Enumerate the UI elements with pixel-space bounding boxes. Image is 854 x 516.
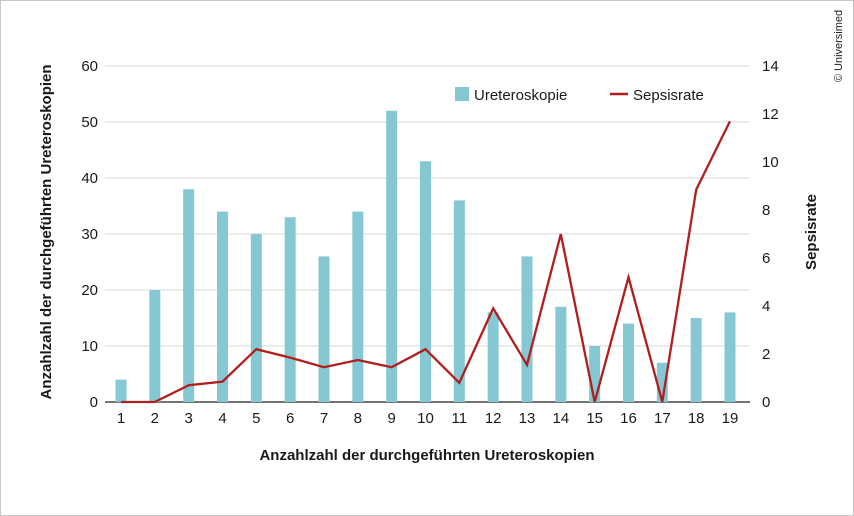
left-y-tick-label: 20 xyxy=(81,282,98,299)
bar xyxy=(217,211,228,402)
right-y-tick-label: 0 xyxy=(762,394,770,411)
bar xyxy=(386,110,398,403)
bar xyxy=(115,379,127,402)
bar xyxy=(183,189,195,402)
bar xyxy=(149,290,161,402)
x-tick-label: 13 xyxy=(519,410,536,427)
bar xyxy=(521,256,533,402)
right-y-tick-label: 10 xyxy=(762,154,779,171)
x-tick-label: 11 xyxy=(452,410,468,427)
x-tick-label: 10 xyxy=(417,410,434,427)
left-y-tick-label: 50 xyxy=(81,114,98,131)
right-y-tick-label: 2 xyxy=(762,346,770,363)
left-y-tick-label: 10 xyxy=(81,338,98,355)
x-tick-label: 1 xyxy=(117,410,125,427)
left-y-tick-label: 0 xyxy=(90,394,98,411)
copyright-notice: © Universimed xyxy=(833,10,845,82)
x-tick-label: 9 xyxy=(387,410,395,427)
x-tick-label: 19 xyxy=(722,410,739,427)
legend-bar-swatch xyxy=(455,87,469,101)
x-tick-label: 4 xyxy=(218,410,226,427)
bar xyxy=(420,161,431,402)
x-tick-label: 8 xyxy=(354,410,362,427)
x-tick-label: 7 xyxy=(320,410,328,427)
x-tick-label: 18 xyxy=(688,410,705,427)
right-y-axis-title: Sepsisrate xyxy=(803,194,820,270)
x-tick-label: 14 xyxy=(552,410,569,427)
right-y-tick-label: 4 xyxy=(762,298,770,315)
bar xyxy=(250,234,262,402)
x-tick-label: 15 xyxy=(586,410,603,427)
x-tick-label: 16 xyxy=(620,410,637,427)
line-series xyxy=(121,120,732,404)
right-y-tick-label: 6 xyxy=(762,250,770,267)
bar xyxy=(656,362,668,402)
right-y-tick-label: 8 xyxy=(762,202,770,219)
bar xyxy=(623,323,634,402)
x-tick-label: 6 xyxy=(286,410,294,427)
legend-bar-label: Ureteroskopie xyxy=(474,87,567,104)
bar xyxy=(724,312,736,402)
bar xyxy=(453,200,465,402)
right-y-tick-label: 12 xyxy=(762,106,779,123)
bar xyxy=(487,312,499,402)
left-y-axis-title: Anzahlzahl der durchgeführten Ureterosko… xyxy=(38,64,55,399)
x-tick-labels: 1 2 3 4 5 6 7 8 9 10 11 12 13 14 15 16 17 18 19 xyxy=(117,410,739,427)
bar xyxy=(690,318,702,402)
bar-series xyxy=(115,110,736,403)
x-tick-label: 5 xyxy=(252,410,260,427)
x-tick-label: 17 xyxy=(654,410,671,427)
left-y-tick-label: 30 xyxy=(81,226,98,243)
bar xyxy=(589,346,601,402)
bar xyxy=(318,256,330,402)
left-y-tick-label: 60 xyxy=(81,58,98,75)
left-y-tick-labels: 0 10 20 30 40 50 60 xyxy=(81,58,98,411)
x-tick-label: 2 xyxy=(151,410,159,427)
bar xyxy=(284,217,296,402)
x-tick-label: 3 xyxy=(184,410,192,427)
right-y-tick-label: 14 xyxy=(762,58,779,75)
sepsis-line xyxy=(121,120,732,404)
legend-line-label: Sepsisrate xyxy=(633,87,704,104)
bar xyxy=(352,211,364,402)
x-axis-title: Anzahlzahl der durchgeführten Ureterosko… xyxy=(259,447,594,464)
legend: Ureteroskopie Sepsisrate xyxy=(455,87,704,104)
bar xyxy=(555,306,567,402)
x-tick-label: 12 xyxy=(485,410,502,427)
left-y-tick-label: 40 xyxy=(81,170,98,187)
right-y-tick-labels: 0 2 4 6 8 10 12 14 xyxy=(762,58,779,411)
